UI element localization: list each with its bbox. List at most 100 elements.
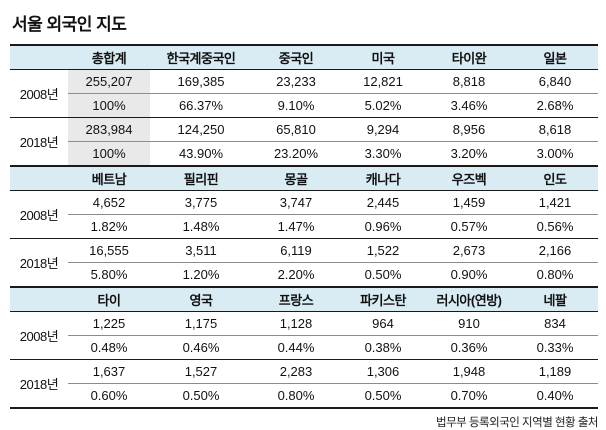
percent-cell: 100% [68, 141, 150, 167]
value-cell: 1,128 [252, 311, 340, 336]
percent-cell: 0.50% [150, 383, 252, 409]
value-cell: 1,225 [68, 311, 150, 336]
value-cell: 1,459 [426, 190, 512, 215]
column-header: 필리핀 [150, 165, 252, 191]
percent-cell: 0.40% [512, 383, 598, 409]
column-header: 캐나다 [340, 165, 426, 191]
column-header: 인도 [512, 165, 598, 191]
percent-cell: 0.50% [340, 383, 426, 409]
percent-cell: 0.50% [340, 262, 426, 288]
table-row: 2018년 283,984 124,250 65,810 9,294 8,956… [10, 117, 598, 167]
percent-cell: 0.60% [68, 383, 150, 409]
table-row: 2008년 1,225 1,175 1,128 964 910 834 [10, 311, 598, 360]
value-cell: 4,652 [68, 190, 150, 215]
value-cell: 1,421 [512, 190, 598, 215]
percent-cell: 3.20% [426, 141, 512, 167]
percent-cell: 0.70% [426, 383, 512, 409]
table-row: 100% 66.37% 9.10% 5.02% 3.46% 2.68% [10, 93, 598, 118]
column-header: 미국 [340, 44, 426, 70]
value-cell: 1,306 [340, 359, 426, 384]
header-empty-cell [10, 165, 68, 191]
year-label: 2008년 [10, 311, 68, 360]
value-cell: 2,673 [426, 238, 512, 263]
year-label: 2018년 [10, 238, 68, 288]
percent-cell: 0.44% [252, 335, 340, 360]
table-row: 2018년 16,555 3,511 6,119 1,522 2,673 2,1… [10, 238, 598, 288]
percent-cell: 0.96% [340, 214, 426, 239]
year-label: 2008년 [10, 69, 68, 118]
value-cell: 2,445 [340, 190, 426, 215]
column-header: 한국계중국인 [150, 44, 252, 70]
year-label: 2018년 [10, 359, 68, 409]
percent-cell: 0.48% [68, 335, 150, 360]
column-header: 파키스탄 [340, 286, 426, 312]
column-header: 베트남 [68, 165, 150, 191]
value-cell: 283,984 [68, 117, 150, 142]
source-note: 법무부 등록외국인 지역별 현황 출처 [436, 417, 598, 429]
value-cell: 6,119 [252, 238, 340, 263]
value-cell: 910 [426, 311, 512, 336]
percent-cell: 0.80% [252, 383, 340, 409]
value-cell: 8,956 [426, 117, 512, 142]
percent-cell: 0.33% [512, 335, 598, 360]
percent-cell: 5.02% [340, 93, 426, 118]
percent-cell: 2.20% [252, 262, 340, 288]
percent-cell: 2.68% [512, 93, 598, 118]
column-header: 러시아(연방) [426, 286, 512, 312]
value-cell: 255,207 [68, 69, 150, 94]
value-cell: 1,527 [150, 359, 252, 384]
column-header: 영국 [150, 286, 252, 312]
percent-cell: 0.57% [426, 214, 512, 239]
percent-cell: 0.38% [340, 335, 426, 360]
percent-cell: 0.36% [426, 335, 512, 360]
table-row: 2008년 4,652 3,775 3,747 2,445 1,459 1,42… [10, 190, 598, 239]
table-row: 0.48% 0.46% 0.44% 0.38% 0.36% 0.33% [10, 335, 598, 360]
value-cell: 2,166 [512, 238, 598, 263]
value-cell: 12,821 [340, 69, 426, 94]
value-cell: 1,175 [150, 311, 252, 336]
table-row: 2008년 255,207 169,385 23,233 12,821 8,81… [10, 69, 598, 118]
percent-cell: 5.80% [68, 262, 150, 288]
value-cell: 65,810 [252, 117, 340, 142]
table-row: 100% 43.90% 23.20% 3.30% 3.20% 3.00% [10, 141, 598, 167]
value-cell: 169,385 [150, 69, 252, 94]
column-header: 몽골 [252, 165, 340, 191]
percent-cell: 9.10% [252, 93, 340, 118]
percent-cell: 100% [68, 93, 150, 118]
column-header: 중국인 [252, 44, 340, 70]
header-empty-cell [10, 286, 68, 312]
value-cell: 834 [512, 311, 598, 336]
value-cell: 6,840 [512, 69, 598, 94]
column-header: 타이 [68, 286, 150, 312]
column-header: 우즈벡 [426, 165, 512, 191]
value-cell: 964 [340, 311, 426, 336]
percent-cell: 0.90% [426, 262, 512, 288]
value-cell: 3,747 [252, 190, 340, 215]
table-row: 2018년 1,637 1,527 2,283 1,306 1,948 1,18… [10, 359, 598, 409]
section-3-header-row: 타이 영국 프랑스 파키스탄 러시아(연방) 네팔 [10, 286, 598, 312]
value-cell: 2,283 [252, 359, 340, 384]
percent-cell: 0.80% [512, 262, 598, 288]
percent-cell: 1.20% [150, 262, 252, 288]
column-header: 프랑스 [252, 286, 340, 312]
year-label: 2008년 [10, 190, 68, 239]
percent-cell: 23.20% [252, 141, 340, 167]
percent-cell: 1.47% [252, 214, 340, 239]
section-2-header-row: 베트남 필리핀 몽골 캐나다 우즈벡 인도 [10, 165, 598, 191]
percent-cell: 3.46% [426, 93, 512, 118]
year-label: 2018년 [10, 117, 68, 167]
percent-cell: 0.56% [512, 214, 598, 239]
table-row: 1.82% 1.48% 1.47% 0.96% 0.57% 0.56% [10, 214, 598, 239]
value-cell: 3,775 [150, 190, 252, 215]
value-cell: 1,189 [512, 359, 598, 384]
percent-cell: 3.30% [340, 141, 426, 167]
value-cell: 23,233 [252, 69, 340, 94]
value-cell: 1,637 [68, 359, 150, 384]
percent-cell: 0.46% [150, 335, 252, 360]
header-empty-cell [10, 44, 68, 70]
foreigner-stats-table: 총합계 한국계중국인 중국인 미국 타이완 일본 2008년 255,207 1… [10, 44, 598, 409]
percent-cell: 3.00% [512, 141, 598, 167]
column-header: 네팔 [512, 286, 598, 312]
table-row: 0.60% 0.50% 0.80% 0.50% 0.70% 0.40% [10, 383, 598, 409]
